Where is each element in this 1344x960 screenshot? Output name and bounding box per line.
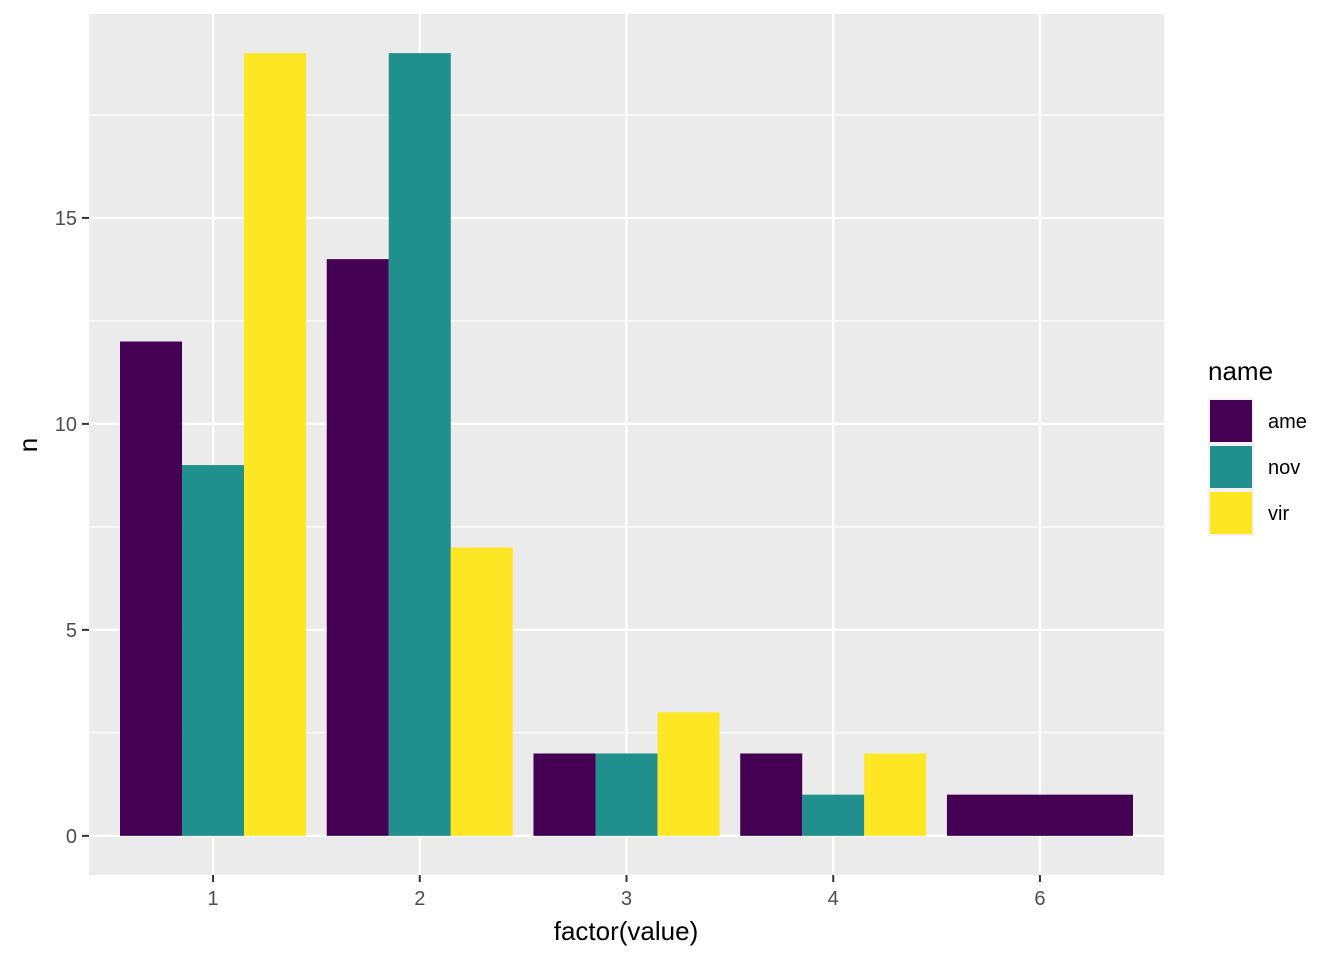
bar-ame-4: [740, 753, 803, 836]
y-tick-label: 10: [55, 414, 77, 436]
bar-ame-3: [533, 753, 596, 836]
legend-label-ame: ame: [1268, 411, 1307, 433]
bar-nov-1: [182, 465, 245, 836]
y-tick-label: 5: [66, 620, 77, 642]
legend-title: name: [1208, 356, 1273, 386]
bar-ame-6: [946, 794, 1133, 836]
bar-ame-1: [120, 341, 183, 836]
y-axis: 0 5 10 15: [55, 208, 89, 848]
x-tick-label: 6: [1034, 888, 1045, 910]
bar-nov-4: [802, 794, 865, 836]
bar-ame-2: [326, 259, 389, 836]
legend-label-nov: nov: [1268, 457, 1300, 479]
legend: name ame nov vir: [1208, 356, 1307, 536]
x-axis-title: factor(value): [554, 916, 699, 946]
y-tick-label: 15: [55, 208, 77, 230]
bar-vir-4: [864, 753, 927, 836]
bar-vir-1: [244, 53, 307, 836]
x-tick-label: 4: [828, 888, 839, 910]
bar-nov-2: [388, 53, 451, 836]
y-axis-title: n: [13, 438, 43, 452]
legend-swatch-ame: [1210, 400, 1252, 442]
x-tick-label: 1: [207, 888, 218, 910]
legend-label-vir: vir: [1268, 503, 1289, 525]
x-axis: 1 2 3 4 6: [207, 875, 1046, 910]
bar-vir-3: [657, 712, 720, 836]
bar-vir-2: [450, 547, 513, 836]
x-tick-label: 3: [621, 888, 632, 910]
y-tick-label: 0: [66, 826, 77, 848]
legend-swatch-vir: [1210, 492, 1252, 534]
bars: [120, 53, 1133, 836]
bar-nov-3: [595, 753, 658, 836]
legend-swatch-nov: [1210, 446, 1252, 488]
x-tick-label: 2: [414, 888, 425, 910]
